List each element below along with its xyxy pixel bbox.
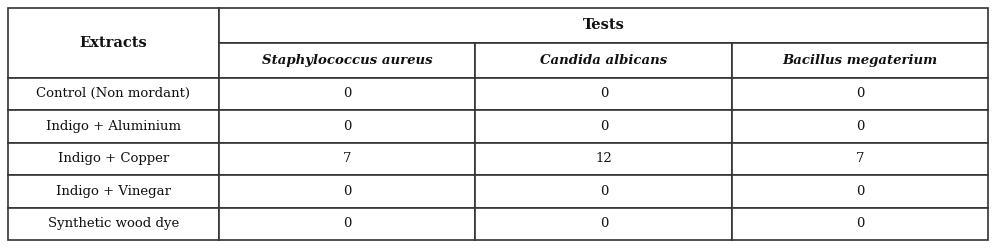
Bar bbox=[219, 208, 475, 240]
Text: 0: 0 bbox=[343, 120, 352, 133]
Text: 7: 7 bbox=[343, 152, 352, 165]
Bar bbox=[219, 175, 475, 208]
Bar bbox=[8, 208, 219, 240]
Bar bbox=[732, 43, 988, 78]
Text: 0: 0 bbox=[600, 120, 608, 133]
Bar bbox=[475, 208, 732, 240]
Bar bbox=[8, 143, 219, 175]
Bar bbox=[732, 143, 988, 175]
Text: Extracts: Extracts bbox=[80, 36, 147, 50]
Bar bbox=[219, 8, 988, 43]
Bar bbox=[732, 208, 988, 240]
Text: 0: 0 bbox=[600, 217, 608, 230]
Text: Synthetic wood dye: Synthetic wood dye bbox=[48, 217, 179, 230]
Bar bbox=[732, 175, 988, 208]
Bar bbox=[475, 110, 732, 143]
Bar bbox=[219, 78, 475, 110]
Bar bbox=[475, 78, 732, 110]
Bar bbox=[219, 43, 475, 78]
Text: 7: 7 bbox=[856, 152, 865, 165]
Text: Indigo + Vinegar: Indigo + Vinegar bbox=[56, 185, 171, 198]
Text: 12: 12 bbox=[596, 152, 613, 165]
Text: 0: 0 bbox=[343, 217, 352, 230]
Text: 0: 0 bbox=[856, 87, 865, 100]
Bar bbox=[8, 110, 219, 143]
Text: 0: 0 bbox=[343, 185, 352, 198]
Text: 0: 0 bbox=[856, 120, 865, 133]
Bar bbox=[8, 8, 219, 78]
Bar bbox=[219, 143, 475, 175]
Text: Candida albicans: Candida albicans bbox=[540, 54, 667, 67]
Text: Tests: Tests bbox=[583, 18, 624, 32]
Text: 0: 0 bbox=[343, 87, 352, 100]
Bar bbox=[732, 110, 988, 143]
Bar bbox=[475, 175, 732, 208]
Text: 0: 0 bbox=[600, 87, 608, 100]
Bar bbox=[475, 143, 732, 175]
Text: Indigo + Aluminium: Indigo + Aluminium bbox=[46, 120, 181, 133]
Bar bbox=[8, 175, 219, 208]
Text: 0: 0 bbox=[856, 217, 865, 230]
Text: Staphylococcus aureus: Staphylococcus aureus bbox=[262, 54, 432, 67]
Text: 0: 0 bbox=[600, 185, 608, 198]
Bar bbox=[732, 78, 988, 110]
Text: Bacillus megaterium: Bacillus megaterium bbox=[783, 54, 937, 67]
Text: Control (Non mordant): Control (Non mordant) bbox=[36, 87, 190, 100]
Bar bbox=[8, 78, 219, 110]
Bar bbox=[219, 110, 475, 143]
Bar bbox=[475, 43, 732, 78]
Text: Indigo + Copper: Indigo + Copper bbox=[58, 152, 169, 165]
Text: 0: 0 bbox=[856, 185, 865, 198]
